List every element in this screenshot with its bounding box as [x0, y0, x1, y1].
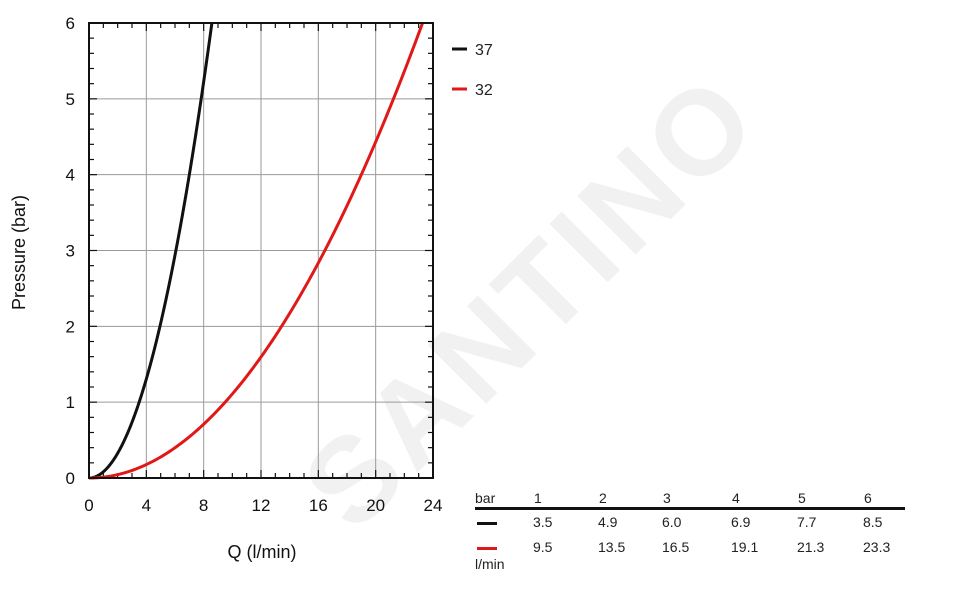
table-rule — [475, 507, 905, 510]
x-tick-labels: 0 4 8 12 16 20 24 — [84, 496, 442, 515]
table-cell: 9.5 — [533, 539, 553, 555]
table-unit-label: l/min — [475, 556, 505, 572]
legend-label: 37 — [475, 42, 493, 59]
table-pressure-header: 5 — [798, 490, 806, 506]
table-cell: 4.9 — [598, 514, 618, 530]
x-tick-label: 12 — [252, 496, 271, 515]
y-tick-label: 3 — [66, 242, 75, 261]
table-row-swatch — [477, 522, 497, 525]
series-line-32 — [88, 22, 424, 480]
table-pressure-header: 2 — [599, 490, 607, 506]
table-cell: 13.5 — [598, 539, 626, 555]
y-tick-labels: 0 1 2 3 4 5 6 — [66, 14, 75, 488]
y-tick-label: 1 — [66, 393, 75, 412]
table-pressure-header: 1 — [534, 490, 542, 506]
table-header-label: bar — [475, 490, 496, 506]
x-tick-label: 20 — [366, 496, 385, 515]
table-cell: 3.5 — [533, 514, 553, 530]
x-tick-label: 0 — [84, 496, 93, 515]
x-tick-label: 4 — [142, 496, 151, 515]
x-tick-label: 24 — [424, 496, 443, 515]
y-tick-label: 6 — [66, 14, 75, 33]
x-tick-label: 8 — [199, 496, 208, 515]
table-cell: 6.9 — [731, 514, 751, 530]
table-pressure-header: 6 — [864, 490, 872, 506]
legend-label: 32 — [475, 82, 493, 99]
grid — [88, 22, 434, 479]
y-tick-label: 0 — [66, 469, 75, 488]
y-axis-title: Pressure (bar) — [9, 195, 29, 310]
table-cell: 6.0 — [662, 514, 682, 530]
y-tick-label: 5 — [66, 90, 75, 109]
table-cell: 16.5 — [662, 539, 690, 555]
plot-frame — [88, 22, 434, 479]
table-cell: 19.1 — [731, 539, 759, 555]
table-cell: 7.7 — [797, 514, 817, 530]
series-curves — [88, 22, 424, 480]
x-tick-label: 16 — [309, 496, 328, 515]
table-cell: 21.3 — [797, 539, 825, 555]
x-axis-title: Q (l/min) — [228, 542, 297, 562]
table-pressure-header: 3 — [663, 490, 671, 506]
table-row-swatch — [477, 547, 497, 550]
table-pressure-header: 4 — [732, 490, 740, 506]
y-tick-label: 4 — [66, 166, 75, 185]
table-cell: 23.3 — [863, 539, 891, 555]
legend: 37 32 — [452, 42, 493, 99]
y-tick-label: 2 — [66, 317, 75, 336]
flow-table: bar l/min 1 2 3 4 5 6 3.5 4.9 6.0 6.9 7.7 8.5 9.5 13.… — [475, 490, 905, 580]
series-line-37 — [88, 22, 214, 480]
table-cell: 8.5 — [863, 514, 883, 530]
